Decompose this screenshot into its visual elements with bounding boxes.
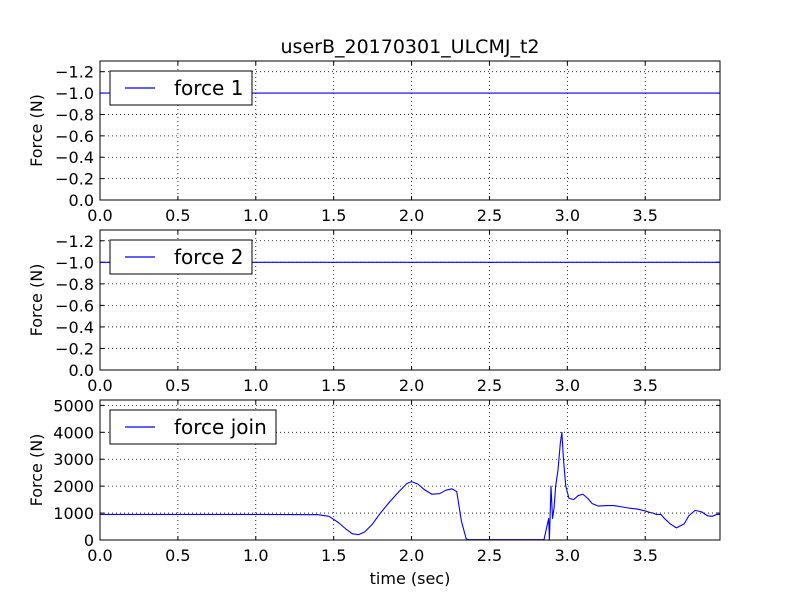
legend-label: force join [174,415,267,439]
x-axis-label: time (sec) [370,569,451,588]
x-tick-label: 3.0 [555,546,580,565]
x-tick-label: 1.0 [243,376,268,395]
x-tick-label: 0.0 [87,206,112,225]
y-tick-label: −0.8 [55,275,94,294]
x-tick-label: 1.5 [321,376,346,395]
x-tick-label: 3.5 [632,546,657,565]
legend-force-2: force 2 [109,239,253,275]
x-tick-label: 1.5 [321,546,346,565]
x-tick-label: 2.5 [477,206,502,225]
y-tick-label: 0.0 [69,361,94,380]
x-tick-label: 1.0 [243,206,268,225]
legend-label: force 2 [174,245,243,269]
y-tick-label: 5000 [53,396,94,415]
x-tick-label: 0.5 [165,206,190,225]
legend-label: force 1 [174,76,243,100]
x-tick-label: 3.5 [632,376,657,395]
y-tick-label: 1000 [53,504,94,523]
x-tick-label: 1.5 [321,206,346,225]
x-tick-label: 1.0 [243,546,268,565]
y-tick-label: −1.0 [55,253,94,272]
y-tick-label: −0.4 [55,148,94,167]
x-tick-label: 2.0 [399,546,424,565]
figure-title: userB_20170301_ULCMJ_t2 [281,36,540,58]
series-line-force-join [100,431,720,540]
subplot-force-2: 0.0 0.5 1.0 1.5 2.0 2.5 3.0 3.5 −1.2 −1.0 −0.8 −0.6… [27,229,721,395]
x-tick-label: 0.0 [87,546,112,565]
x-tick-label: 0.5 [165,546,190,565]
y-tick-label: −1.2 [55,63,94,82]
y-tick-label: −0.4 [55,318,94,337]
axes-frame [99,229,721,371]
y-axis-label: Force (N) [27,264,46,337]
y-axis-label: Force (N) [27,94,46,167]
y-tick-label: 0 [84,531,94,550]
x-tick-label: 0.0 [87,376,112,395]
x-tick-label: 0.5 [165,376,190,395]
y-tick-label: 4000 [53,423,94,442]
subplot-force-1: 0.0 0.5 1.0 1.5 2.0 2.5 3.0 3.5 −1.2 −1.0 −0.8 −0.6… [27,60,721,225]
x-tick-label: 2.5 [477,376,502,395]
y-tick-label: −1.0 [55,84,94,103]
x-tick-label: 3.0 [555,206,580,225]
y-tick-label: 2000 [53,477,94,496]
x-tick-label: 3.0 [555,376,580,395]
legend-box [109,409,277,445]
legend-force-1: force 1 [109,70,253,106]
x-tick-label: 2.0 [399,206,424,225]
axes-frame [99,60,721,201]
y-axis-label: Force (N) [27,434,46,507]
y-tick-label: 3000 [53,450,94,469]
y-tick-label: 0.0 [69,191,94,210]
y-tick-label: −0.8 [55,105,94,124]
axes-frame [99,399,721,541]
y-tick-label: −0.2 [55,170,94,189]
y-tick-label: −0.6 [55,127,94,146]
x-tick-label: 2.0 [399,376,424,395]
x-tick-label: 2.5 [477,546,502,565]
y-tick-label: −0.2 [55,339,94,358]
x-tick-label: 3.5 [632,206,657,225]
y-tick-label: −0.6 [55,296,94,315]
legend-force-join: force join [109,409,277,445]
subplot-force-join: 0.0 0.5 1.0 1.5 2.0 2.5 3.0 3.5 0 1000 2000 3000 400… [27,396,721,565]
y-tick-label: −1.2 [55,232,94,251]
